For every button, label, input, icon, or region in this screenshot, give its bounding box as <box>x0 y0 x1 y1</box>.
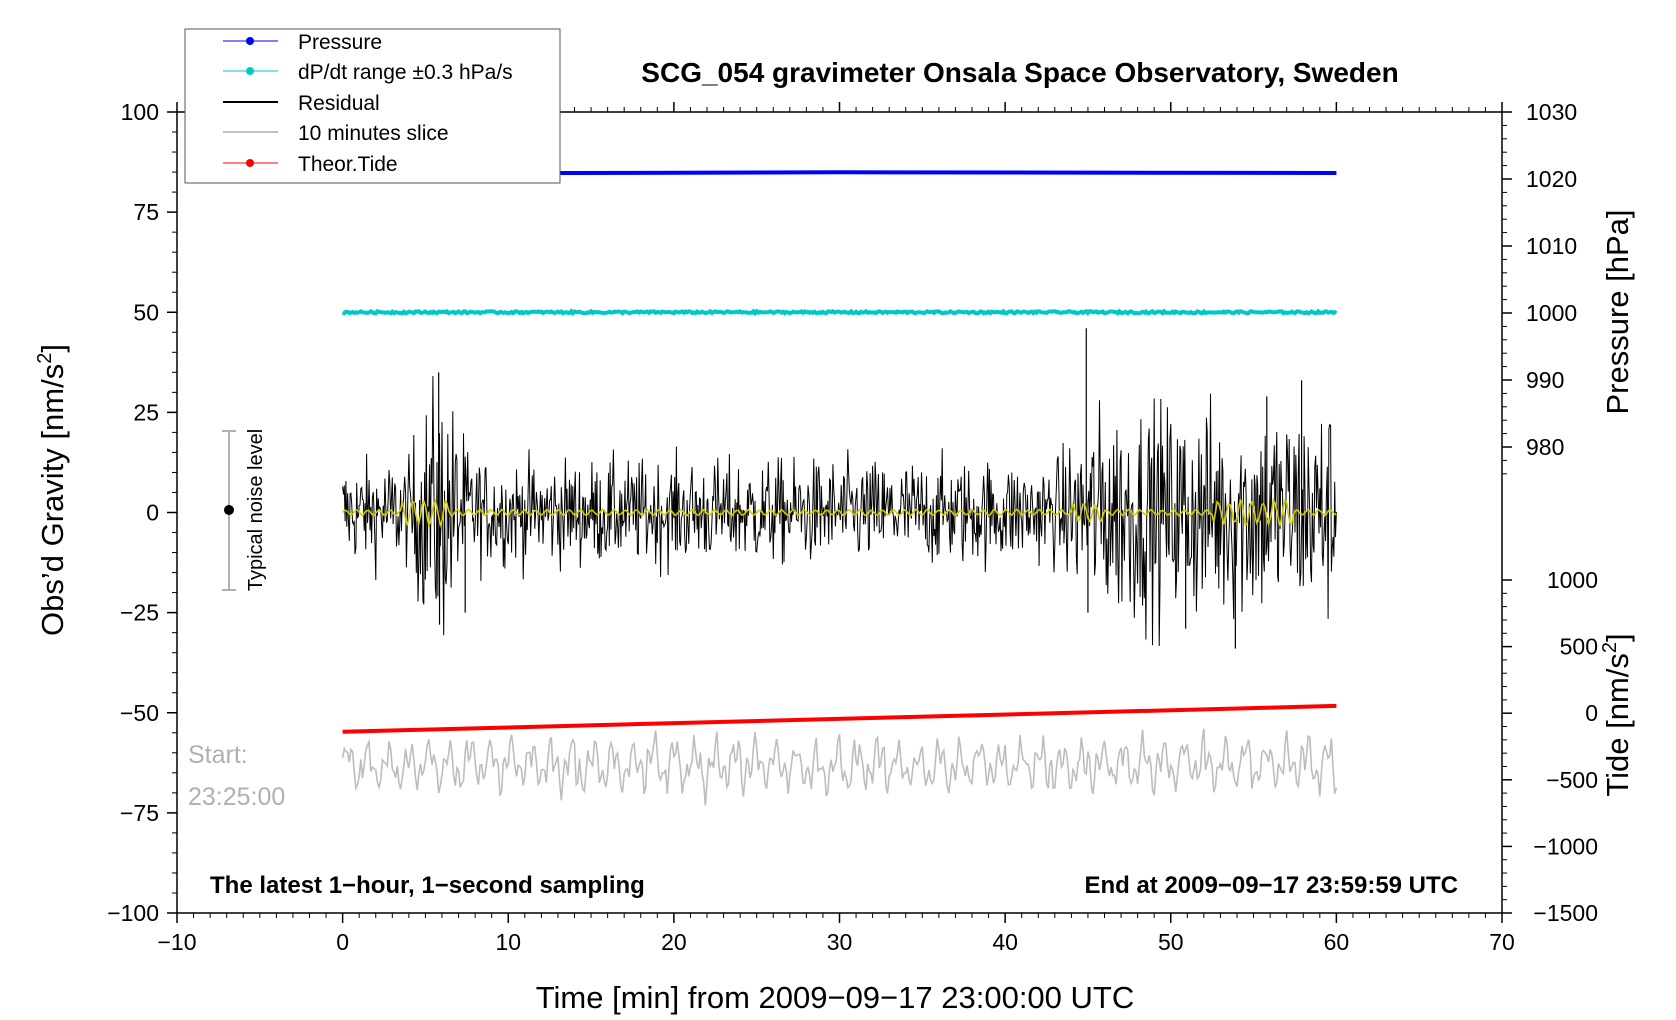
y-left-tick-label: −25 <box>120 600 159 626</box>
legend-label-tide: Theor.Tide <box>298 153 398 176</box>
legend-marker-pressure <box>246 37 254 45</box>
series-residual-smoothed <box>341 497 1337 529</box>
left-axis-title: Obs’d Gravity [nm/s2] <box>34 344 70 636</box>
noise-level-indicator: Typical noise level <box>222 429 267 591</box>
axes-layer: −10 0 10 20 30 40 50 60 701007550250−25−50−75−10… <box>107 99 1598 955</box>
pressure-tick-label: 1030 <box>1526 99 1577 125</box>
tide-tick-label: −1500 <box>1533 900 1598 926</box>
noise-level-dot <box>224 505 234 515</box>
x-tick-label: 40 <box>992 929 1018 955</box>
legend-item-slice: 10 minutes slice <box>223 122 449 145</box>
y-left-tick-label: 25 <box>133 399 159 425</box>
legend-marker-tide <box>246 159 254 167</box>
tide-tick-label: 0 <box>1585 700 1598 726</box>
legend-item-pressure: Pressure <box>223 31 382 54</box>
tide-tick-label: −500 <box>1546 767 1598 793</box>
y-left-tick-label: −75 <box>120 800 159 826</box>
y-left-tick-label: 100 <box>121 99 159 125</box>
tide-axis-title-close: ] <box>1600 633 1635 642</box>
legend-label-pressure: Pressure <box>298 31 382 54</box>
y-left-tick-label: 0 <box>146 500 159 526</box>
legend-label-slice: 10 minutes slice <box>298 122 449 145</box>
pressure-tick-label: 1020 <box>1526 166 1577 192</box>
x-tick-label: 10 <box>495 929 521 955</box>
x-tick-label: 60 <box>1324 929 1350 955</box>
left-axis-title-close: ] <box>35 344 70 353</box>
noise-level-label: Typical noise level <box>245 429 267 591</box>
x-tick-label: 30 <box>827 929 853 955</box>
y-left-tick-label: 75 <box>133 199 159 225</box>
x-tick-label: 70 <box>1489 929 1515 955</box>
tide-axis-title-superscript: 2 <box>1599 642 1621 653</box>
y-left-tick-label: −100 <box>107 900 159 926</box>
pressure-tick-label: 1010 <box>1526 233 1577 259</box>
tide-tick-label: −1000 <box>1533 833 1598 859</box>
tide-axis-title: Tide [nm/s2] <box>1599 633 1635 796</box>
legend-label-residual: Residual <box>298 92 380 115</box>
footer-sampling-note: The latest 1−hour, 1−second sampling <box>210 872 645 899</box>
legend-item-dpdt: dP/dt range ±0.3 hPa/s <box>223 61 513 84</box>
x-tick-label: 20 <box>661 929 687 955</box>
tide-tick-label: 1000 <box>1547 567 1598 593</box>
series-tide <box>342 703 1337 734</box>
slice-start-label: Start: <box>188 741 248 769</box>
legend-label-dpdt: dP/dt range ±0.3 hPa/s <box>298 61 513 84</box>
pressure-tick-label: 980 <box>1526 434 1564 460</box>
chart-title: SCG_054 gravimeter Onsala Space Observat… <box>641 57 1398 88</box>
tide-axis-title-main: Tide [nm/s <box>1600 653 1635 797</box>
left-axis-title-main: Obs’d Gravity [nm/s <box>35 364 70 636</box>
legend-item-tide: Theor.Tide <box>223 153 398 176</box>
series-slice <box>341 728 1338 806</box>
tide-tick-label: 500 <box>1560 634 1598 660</box>
x-axis-title: Time [min] from 2009−09−17 23:00:00 UTC <box>536 980 1135 1015</box>
x-tick-label: −10 <box>157 929 196 955</box>
legend: Pressure dP/dt range ±0.3 hPa/s Residual… <box>184 28 561 184</box>
pressure-tick-label: 990 <box>1526 367 1564 393</box>
series-dpdt <box>341 308 1338 317</box>
legend-item-residual: Residual <box>223 92 380 115</box>
legend-marker-dpdt <box>246 67 254 75</box>
x-tick-label: 0 <box>336 929 349 955</box>
left-axis-title-superscript: 2 <box>34 353 56 364</box>
y-left-tick-label: 50 <box>133 299 159 325</box>
pressure-axis-title: Pressure [hPa] <box>1600 209 1635 414</box>
pressure-tick-label: 1000 <box>1526 300 1577 326</box>
legend-box <box>184 28 561 184</box>
slice-start-time: 23:25:00 <box>188 783 285 811</box>
y-left-tick-label: −50 <box>120 700 159 726</box>
x-tick-label: 50 <box>1158 929 1184 955</box>
footer-end-time: End at 2009−09−17 23:59:59 UTC <box>1084 872 1458 899</box>
